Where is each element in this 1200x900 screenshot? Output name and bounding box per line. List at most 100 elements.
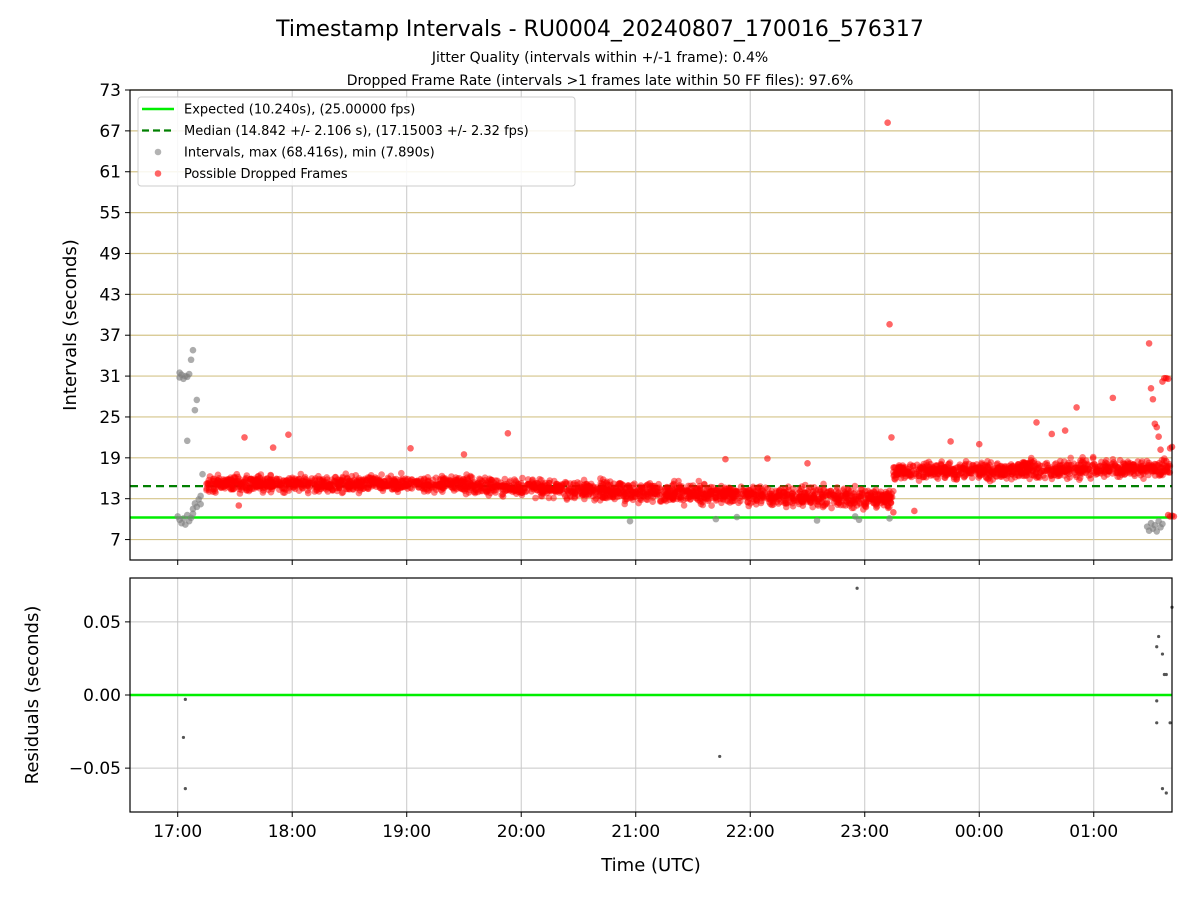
- dropped-frame-point: [245, 487, 253, 495]
- dropped-frame-point: [888, 434, 895, 441]
- dropped-frame-point: [546, 477, 554, 484]
- dropped-frame-point: [879, 492, 886, 499]
- residual-point: [1168, 721, 1172, 725]
- intervals-y-tick-label: 43: [99, 285, 121, 305]
- dropped-frame-point: [333, 487, 341, 495]
- residuals-panel: −0.05 0.00 0.05 17:00 18:00 19:00 20:00 21:00 2…: [22, 577, 1174, 876]
- dropped-frame-point: [817, 488, 824, 496]
- dropped-frame-point: [750, 490, 757, 497]
- intervals-y-axis-label: Intervals (seconds): [60, 239, 81, 411]
- dropped-frame-point: [951, 470, 959, 478]
- dropped-frame-point: [663, 483, 671, 491]
- dropped-frame-point: [984, 458, 991, 465]
- dropped-frame-point: [884, 119, 891, 126]
- interval-point: [733, 513, 741, 521]
- residual-point: [1155, 645, 1159, 649]
- residual-point: [1160, 787, 1165, 791]
- dropped-frame-point: [802, 481, 809, 489]
- dropped-frame-point: [707, 483, 715, 491]
- time-x-tick-label: 18:00: [268, 822, 317, 842]
- dropped-frame-point: [974, 469, 982, 476]
- dropped-frame-point: [552, 487, 559, 495]
- residual-point: [1164, 791, 1168, 795]
- dropped-frame-point: [967, 466, 975, 474]
- dropped-frame-point: [444, 480, 451, 488]
- dropped-frame-point: [1157, 446, 1164, 453]
- dropped-frame-point: [604, 481, 611, 488]
- dropped-frame-point: [844, 493, 852, 500]
- dropped-frame-point: [857, 495, 865, 502]
- dropped-frame-point: [348, 472, 356, 480]
- dropped-frame-point: [415, 478, 423, 485]
- dropped-frame-point: [1145, 340, 1153, 347]
- time-x-tick-label: 20:00: [497, 822, 546, 842]
- dropped-frame-point: [676, 492, 684, 499]
- residual-point: [1155, 721, 1159, 725]
- dropped-frame-point: [828, 504, 835, 512]
- dropped-frame-point: [680, 502, 688, 509]
- intervals-y-tick-label: 67: [99, 122, 121, 142]
- dropped-frame-point: [696, 482, 704, 490]
- dropped-frame-point: [755, 484, 762, 492]
- chart-subtitle-jitter: Jitter Quality (intervals within +/-1 fr…: [431, 50, 768, 66]
- dropped-frame-point: [407, 444, 414, 452]
- legend-marker-swatch: [154, 170, 162, 177]
- dropped-frame-point: [708, 502, 715, 509]
- interval-point: [189, 510, 197, 517]
- dropped-frame-point: [299, 478, 307, 485]
- dropped-frame-point: [1074, 466, 1082, 473]
- dropped-frame-point: [418, 484, 426, 492]
- dropped-frame-point: [1147, 385, 1155, 392]
- dropped-frame-point: [359, 476, 367, 484]
- dropped-frame-point: [736, 494, 743, 502]
- dropped-frame-point: [230, 485, 237, 493]
- intervals-y-tick-label: 73: [99, 81, 121, 101]
- time-x-axis-label: Time (UTC): [600, 855, 701, 876]
- dropped-frame-point: [1079, 468, 1087, 476]
- dropped-frame-point: [519, 474, 526, 482]
- dropped-frame-point: [590, 484, 597, 491]
- dropped-frame-point: [306, 477, 314, 485]
- dropped-frame-point: [1090, 460, 1098, 468]
- residual-point: [1155, 699, 1159, 703]
- time-x-tick-label: 00:00: [955, 822, 1004, 842]
- residual-point: [718, 754, 722, 759]
- dropped-frame-point: [616, 479, 623, 487]
- dropped-frame-point: [1076, 474, 1084, 482]
- dropped-frame-point: [285, 431, 292, 438]
- dropped-frame-point: [250, 485, 258, 492]
- dropped-frame-point: [528, 488, 535, 495]
- dropped-frame-point: [656, 498, 664, 505]
- dropped-frame-point: [488, 476, 496, 484]
- dropped-frame-point: [235, 502, 243, 509]
- dropped-frame-point: [935, 470, 943, 477]
- intervals-panel: 7 13 19 25 31 37 43 49 55 61 67 73 Intervals (secon…: [60, 81, 1178, 565]
- interval-point: [183, 437, 191, 445]
- dropped-frame-point: [297, 470, 305, 478]
- residual-point: [1164, 672, 1168, 677]
- dropped-frame-point: [823, 489, 831, 497]
- residual-point: [1157, 634, 1161, 639]
- dropped-frame-point: [1155, 433, 1162, 441]
- interval-point: [712, 515, 720, 523]
- time-x-tick-label: 23:00: [840, 822, 889, 842]
- dropped-frame-point: [316, 483, 323, 491]
- dropped-frame-point: [963, 470, 970, 478]
- dropped-frame-point: [550, 494, 557, 502]
- dropped-frame-point: [904, 467, 911, 475]
- dropped-frame-point: [676, 483, 684, 491]
- interval-point: [813, 517, 821, 524]
- intervals-x-tick-marks: [177, 560, 1095, 565]
- dropped-frame-point: [547, 487, 554, 495]
- dropped-frame-point: [804, 459, 811, 467]
- dropped-frame-point: [326, 480, 333, 488]
- dropped-frame-point: [342, 470, 350, 478]
- dropped-frame-point: [827, 494, 835, 501]
- dropped-frame-point: [780, 488, 788, 496]
- dropped-frame-point: [646, 488, 653, 496]
- dropped-frame-point: [1130, 463, 1137, 471]
- dropped-frame-point: [614, 487, 622, 494]
- dropped-frame-point: [734, 488, 742, 496]
- dropped-frame-point: [1033, 474, 1040, 482]
